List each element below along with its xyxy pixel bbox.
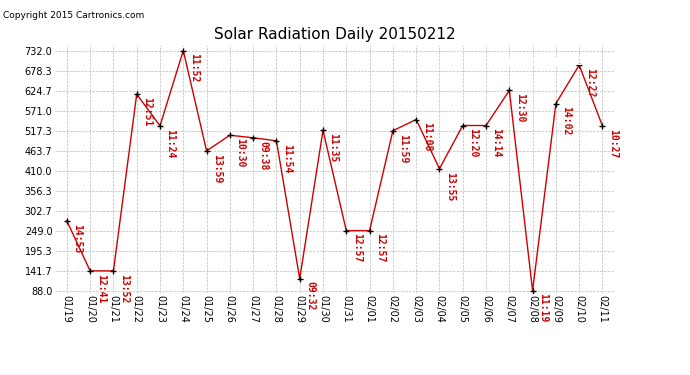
Text: 12:41: 12:41 — [96, 274, 106, 303]
Text: 09:38: 09:38 — [259, 141, 268, 170]
Text: 12:20: 12:20 — [469, 128, 478, 158]
Text: 11:19: 11:19 — [538, 293, 548, 323]
Text: 11:54: 11:54 — [282, 144, 292, 173]
Text: 11:35: 11:35 — [328, 133, 339, 162]
Text: 12:57: 12:57 — [375, 233, 385, 263]
Text: 12:57: 12:57 — [352, 233, 362, 263]
Text: 12:51: 12:51 — [142, 97, 152, 126]
Text: 11:24: 11:24 — [166, 129, 175, 158]
Text: 11:52: 11:52 — [189, 53, 199, 83]
Text: 13:52: 13:52 — [119, 274, 129, 303]
Text: 10:27: 10:27 — [608, 129, 618, 158]
Text: 09:32: 09:32 — [305, 282, 315, 311]
Text: 12:2?: 12:2? — [584, 68, 595, 97]
Text: 12:30: 12:30 — [515, 93, 525, 123]
Text: 11:08: 11:08 — [422, 122, 432, 152]
Text: 13:59: 13:59 — [212, 154, 222, 183]
Title: Solar Radiation Daily 20150212: Solar Radiation Daily 20150212 — [214, 27, 455, 42]
Text: 13:55: 13:55 — [445, 171, 455, 201]
Text: Copyright 2015 Cartronics.com: Copyright 2015 Cartronics.com — [3, 11, 145, 20]
Text: 11:59: 11:59 — [398, 134, 408, 163]
Text: 14:53: 14:53 — [72, 224, 82, 253]
Text: 14:02: 14:02 — [562, 106, 571, 136]
Text: 14:14: 14:14 — [491, 128, 502, 158]
Text: 10:30: 10:30 — [235, 138, 246, 167]
